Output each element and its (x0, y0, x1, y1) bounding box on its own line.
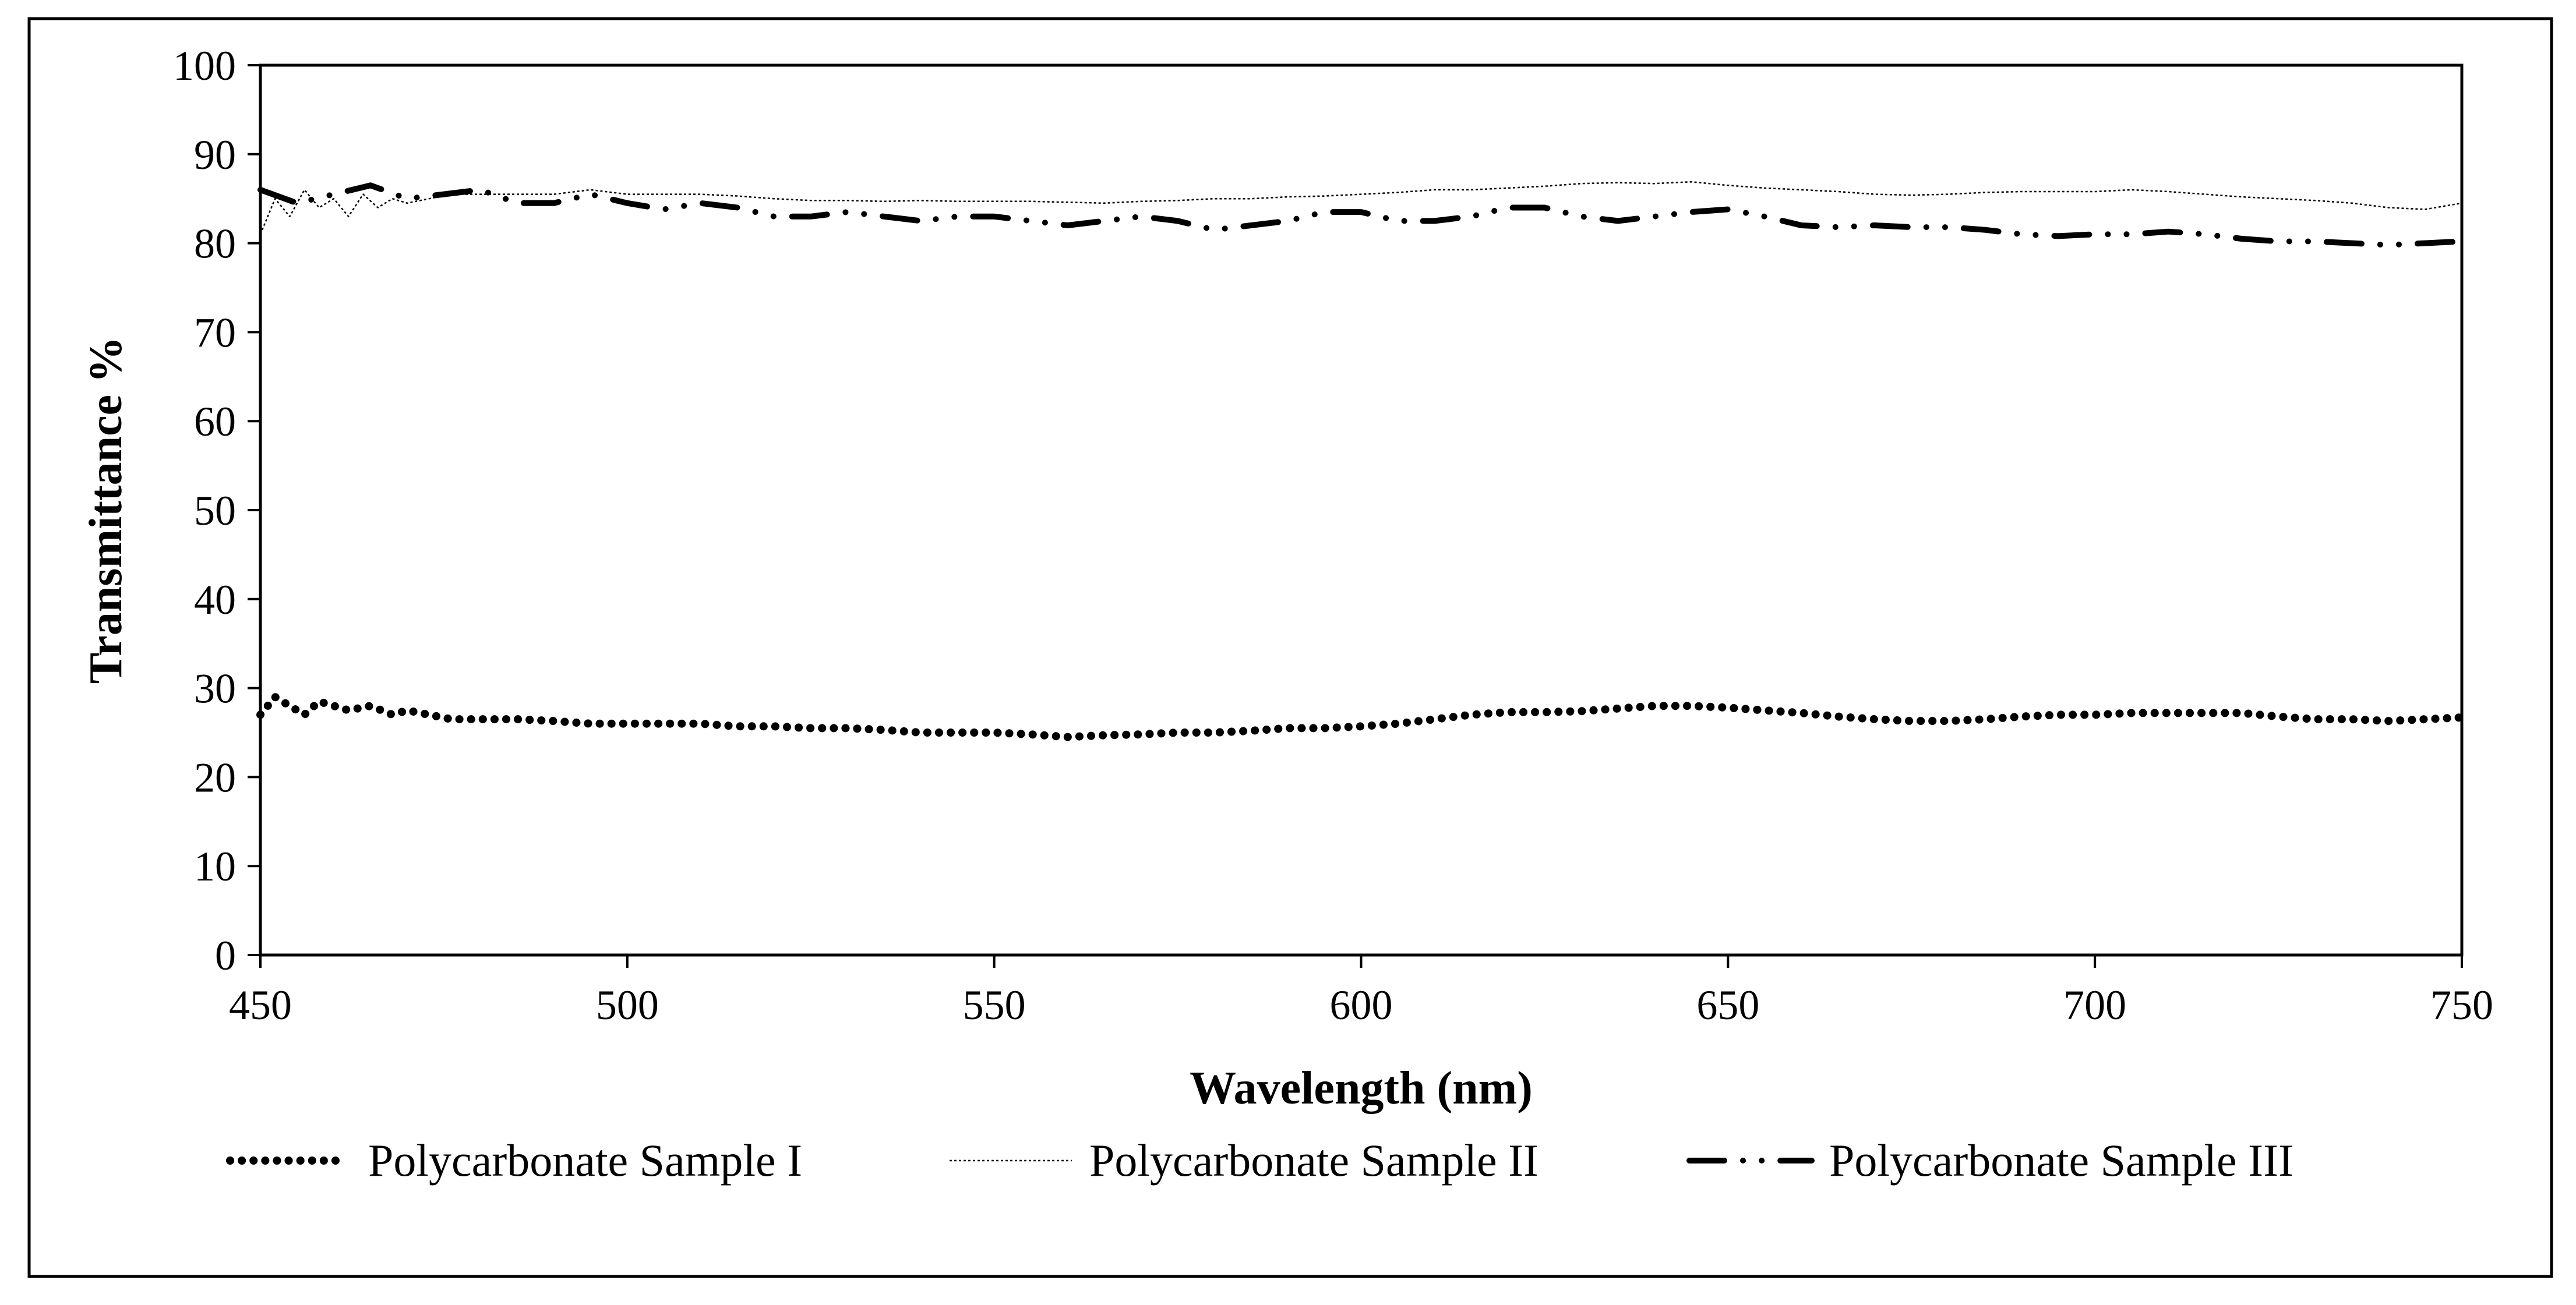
series-line-1 (256, 692, 2466, 741)
legend: Polycarbonate Sample I Polycarbonate Samp… (226, 1135, 2293, 1186)
y-tick-label: 80 (194, 221, 236, 267)
x-axis-title: Wavelength (nm) (1190, 1063, 1533, 1114)
legend-label: Polycarbonate Sample II (1089, 1135, 1538, 1186)
outer-frame (27, 17, 2553, 1278)
y-tick-label: 30 (194, 666, 236, 712)
y-tick-label: 70 (194, 309, 236, 356)
y-tick-label: 40 (194, 577, 236, 623)
x-tick-label: 650 (1696, 982, 1759, 1028)
x-tick-label: 550 (963, 982, 1026, 1028)
x-tick-label: 700 (2063, 982, 2126, 1028)
x-tick-label: 750 (2430, 982, 2493, 1028)
y-tick-label: 90 (194, 132, 236, 178)
y-tick-label: 100 (173, 43, 236, 89)
y-tick-label: 20 (194, 754, 236, 801)
x-tick-label: 500 (596, 982, 659, 1028)
series-layer (256, 181, 2466, 741)
legend-label: Polycarbonate Sample I (368, 1135, 802, 1186)
y-tick-label: 0 (215, 932, 236, 979)
y-axis-title: Transmittance % (80, 337, 132, 684)
legend-item: Polycarbonate Sample II (950, 1135, 1538, 1186)
x-tick-label: 600 (1330, 982, 1393, 1028)
y-tick-label: 50 (194, 487, 236, 534)
y-tick-label: 10 (194, 843, 236, 890)
series-line-3 (257, 182, 2465, 248)
y-axis-ticks: 0 10 20 30 40 50 60 70 80 90 100 (173, 43, 260, 979)
x-tick-label: 450 (229, 982, 292, 1028)
legend-item: Polycarbonate Sample III (1686, 1135, 2293, 1186)
legend-item: Polycarbonate Sample I (226, 1135, 802, 1186)
legend-label: Polycarbonate Sample III (1829, 1135, 2293, 1186)
x-axis-ticks: 450 500 550 600 650 700 750 (229, 955, 2493, 1028)
y-tick-label: 60 (194, 398, 236, 445)
